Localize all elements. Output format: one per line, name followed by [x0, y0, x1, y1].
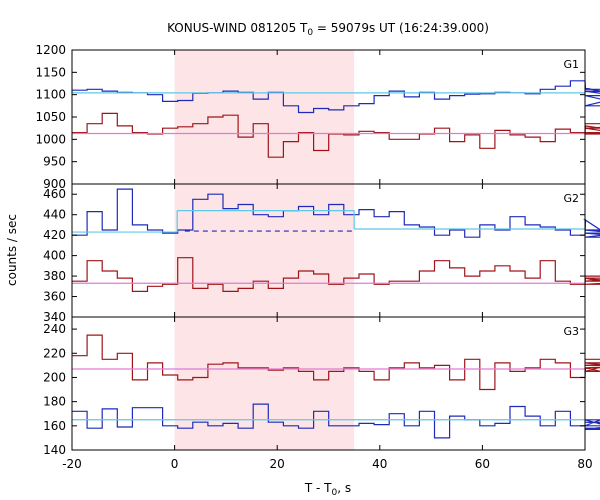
y-tick-label: 220	[43, 346, 66, 360]
y-tick-label: 1050	[35, 110, 66, 124]
y-tick-label: 160	[43, 419, 66, 433]
frame-layer	[71, 49, 586, 451]
x-tick-label: 60	[475, 457, 490, 471]
y-tick-label: 1150	[35, 65, 66, 79]
y-tick-label: 1200	[35, 43, 66, 57]
y-tick-label: 440	[43, 208, 66, 222]
highlight-layer	[174, 50, 355, 450]
blue-step-series	[72, 188, 600, 238]
x-tick-label: 0	[171, 457, 179, 471]
y-tick-label: 400	[43, 249, 66, 263]
red-step-series	[72, 257, 600, 292]
x-axis-label: T - T0, s	[304, 481, 351, 498]
data-layer	[72, 80, 600, 439]
y-tick-label: 240	[43, 322, 66, 336]
y-tick-label: 1000	[35, 132, 66, 146]
y-tick-label: 950	[43, 155, 66, 169]
panel-label: G3	[563, 325, 579, 338]
panel-g2	[72, 188, 600, 292]
panel-g3	[72, 334, 600, 439]
y-tick-label: 900	[43, 177, 66, 191]
y-tick-label: 1100	[35, 88, 66, 102]
red-step-series	[72, 334, 600, 391]
panel-label: G2	[563, 192, 579, 205]
y-tick-label: 380	[43, 269, 66, 283]
y-tick-label: 340	[43, 310, 66, 324]
y-tick-label: 420	[43, 228, 66, 242]
chart-title: KONUS-WIND 081205 T0 = 59079s UT (16:24:…	[167, 21, 489, 38]
x-tick-label: 20	[270, 457, 285, 471]
panel-frame	[71, 316, 586, 451]
blue-step-series	[72, 80, 600, 114]
y-tick-label: 460	[43, 187, 66, 201]
panel-g1	[72, 80, 600, 158]
blue-step-series	[72, 403, 600, 439]
y-tick-label: 140	[43, 443, 66, 457]
y-tick-label: 360	[43, 290, 66, 304]
highlight-band	[174, 50, 355, 450]
red-step-series	[72, 112, 600, 158]
panel-label: G1	[563, 58, 579, 71]
text-layer: KONUS-WIND 081205 T0 = 59079s UT (16:24:…	[5, 21, 593, 498]
y-axis-label: counts / sec	[5, 214, 19, 286]
x-tick-label: 40	[372, 457, 387, 471]
y-tick-label: 200	[43, 370, 66, 384]
x-tick-label: -20	[62, 457, 82, 471]
x-tick-label: 80	[577, 457, 592, 471]
y-tick-label: 180	[43, 395, 66, 409]
